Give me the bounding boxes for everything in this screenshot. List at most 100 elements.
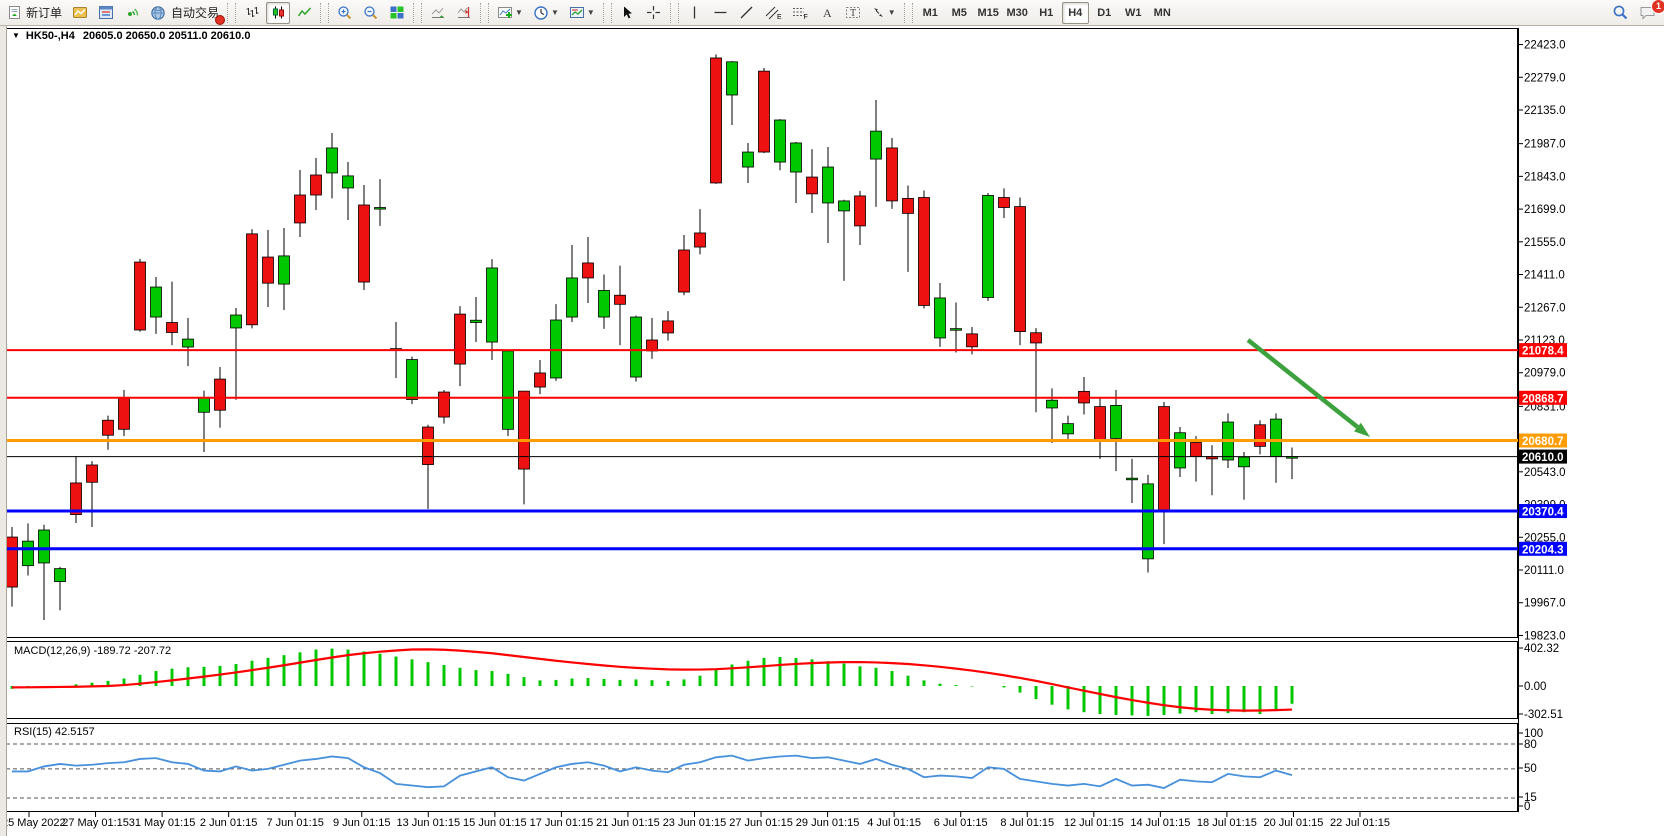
candle	[326, 147, 338, 174]
fibonacci-button[interactable]: F	[788, 2, 813, 24]
y-axis-label: 21411.0	[1524, 270, 1565, 282]
candle	[934, 297, 946, 339]
x-axis-label: 29 Jun 01:15	[796, 817, 860, 829]
y-axis-label: 21267.0	[1524, 302, 1566, 314]
price-level-badge	[1519, 541, 1567, 556]
candle	[854, 195, 866, 227]
auto-scroll-button[interactable]	[426, 2, 450, 24]
cursor-button[interactable]	[616, 2, 640, 24]
candle	[598, 290, 610, 318]
text-button[interactable]: A	[815, 2, 839, 24]
signals-button[interactable]	[120, 2, 144, 24]
chart-menu-icon[interactable]: ▼	[12, 31, 20, 40]
candle	[758, 70, 770, 153]
candle	[582, 262, 594, 279]
y-axis-label: 21555.0	[1524, 237, 1566, 249]
horizontal-line-button[interactable]	[709, 2, 733, 24]
notifications-button[interactable]: 1	[1635, 0, 1664, 24]
trend-arrow-annotation[interactable]	[1246, 338, 1359, 429]
candle	[694, 232, 706, 248]
zoom-out-button[interactable]	[359, 2, 383, 24]
x-axis-label: 22 Jul 01:15	[1330, 817, 1390, 829]
candle	[1238, 456, 1250, 468]
candle	[246, 233, 258, 326]
search-button[interactable]	[1608, 2, 1633, 24]
candle	[1094, 406, 1106, 442]
periods-button[interactable]: ▼	[529, 2, 563, 24]
x-axis-label: 18 Jul 01:15	[1197, 817, 1257, 829]
text-label-icon: T	[845, 5, 861, 20]
y-axis-label: 20543.0	[1524, 467, 1566, 479]
text-label-button[interactable]: T	[841, 2, 865, 24]
candle	[566, 277, 578, 318]
dropdown-arrow-icon[interactable]: ▼	[887, 8, 896, 17]
candle	[502, 350, 514, 430]
charts-window-button[interactable]	[68, 2, 92, 24]
timeframe-button-m5[interactable]: M5	[951, 6, 967, 19]
timeframe-button-m15[interactable]: M15	[977, 6, 999, 19]
candle	[1046, 399, 1058, 409]
signals-icon	[124, 5, 140, 20]
auto-trading-button[interactable]: 自动交易	[146, 2, 226, 25]
timeframe-button-d1[interactable]: D1	[1097, 6, 1112, 19]
text-icon: A	[820, 5, 834, 20]
vertical-line-button[interactable]	[683, 2, 707, 24]
macd-signal-line	[11, 648, 1293, 712]
macd-panel	[6, 641, 1518, 719]
candle	[1126, 477, 1138, 481]
candle	[550, 319, 562, 379]
chart-title[interactable]: ▼ HK50-,H4 20605.0 20650.0 20511.0 20610.0	[12, 30, 250, 42]
arrows-button[interactable]: ▼	[867, 2, 900, 24]
toolbar-separator	[602, 2, 612, 23]
price-level-badge	[1519, 433, 1567, 448]
candle	[1254, 424, 1266, 447]
rsi-axis-label: 100	[1524, 728, 1543, 740]
line-chart-button[interactable]	[292, 2, 316, 24]
x-axis-label: 23 Jun 01:15	[663, 817, 727, 829]
timeframe-button-m30[interactable]: M30	[1006, 6, 1028, 19]
chart-ohlc-values: 20605.0 20650.0 20511.0 20610.0	[82, 30, 251, 42]
crosshair-button[interactable]	[642, 2, 666, 24]
timeframe-button-h4[interactable]: H4	[1061, 1, 1089, 24]
timeframe-button-w1[interactable]: W1	[1124, 6, 1142, 19]
candlestick-icon	[271, 5, 286, 20]
trendline-button[interactable]	[735, 2, 759, 24]
equidistant-channel-button[interactable]: E	[761, 2, 786, 24]
timeframe-button-h1[interactable]: H1	[1039, 6, 1054, 19]
zoom-in-button[interactable]	[333, 2, 357, 24]
candlestick-chart-button[interactable]	[266, 1, 291, 24]
bar-chart-button[interactable]	[240, 2, 264, 24]
rsi-line	[12, 754, 1293, 789]
x-axis-label: 15 Jun 01:15	[463, 817, 527, 829]
candle	[70, 482, 82, 515]
candle	[470, 319, 482, 323]
candle	[534, 372, 546, 388]
x-axis-label: 12 Jul 01:15	[1064, 817, 1124, 829]
market-watch-button[interactable]	[94, 2, 118, 24]
auto-scroll-icon	[430, 5, 446, 20]
new-order-button[interactable]: 新订单	[3, 2, 66, 24]
y-axis-label: 21699.0	[1524, 204, 1566, 216]
templates-button[interactable]: ▼	[565, 2, 599, 24]
candle	[342, 175, 354, 189]
x-axis-label: 7 Jun 01:15	[266, 817, 324, 829]
svg-text:A: A	[823, 6, 832, 20]
timeframe-button-m1[interactable]: M1	[922, 6, 938, 19]
candle	[614, 294, 626, 305]
search-icon	[1612, 4, 1629, 21]
dropdown-arrow-icon[interactable]: ▼	[586, 8, 595, 17]
dropdown-arrow-icon[interactable]: ▼	[550, 8, 559, 17]
timeframe-button-mn[interactable]: MN	[1153, 6, 1171, 19]
candle	[182, 338, 194, 348]
tile-windows-button[interactable]	[385, 2, 409, 24]
x-axis-label: 27 May 01:15	[62, 817, 129, 829]
candle	[966, 333, 978, 348]
x-axis-label: 31 May 01:15	[129, 817, 196, 829]
price-level-badge	[1519, 390, 1567, 405]
chart-shift-button[interactable]	[452, 2, 476, 24]
price-level-badge	[1519, 504, 1567, 519]
dropdown-arrow-icon[interactable]: ▼	[515, 8, 523, 17]
indicators-button[interactable]: ▼	[493, 2, 527, 24]
candle	[630, 316, 642, 378]
